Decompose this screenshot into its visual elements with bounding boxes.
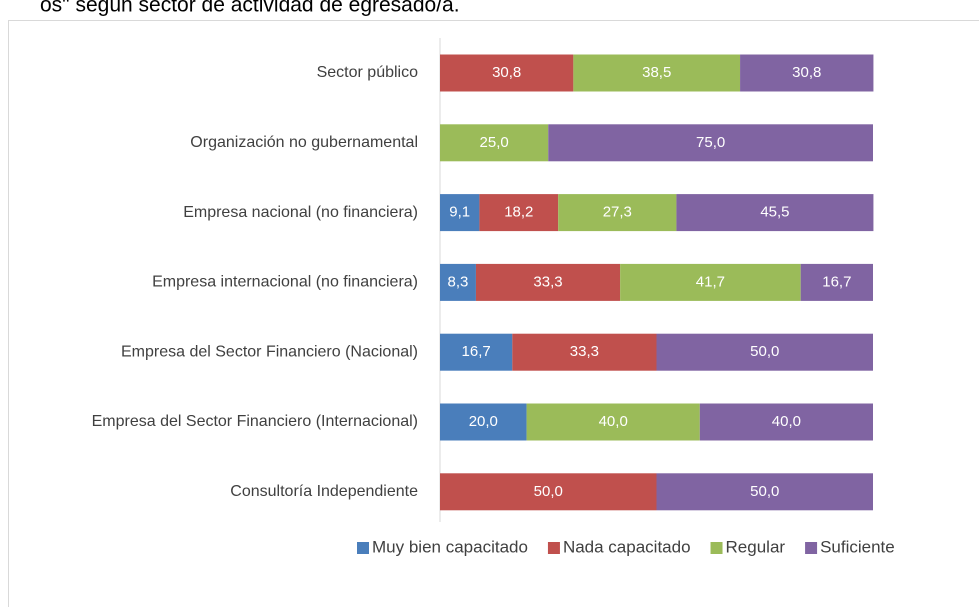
bar-segment [440,124,549,162]
value-label: 50,0 [534,483,563,500]
value-label: 30,8 [492,64,521,81]
legend-label: Regular [726,537,786,556]
legend-label: Suficiente [820,537,895,556]
bar-segment [800,263,873,301]
category-label: Empresa del Sector Financiero (Internaci… [92,413,418,430]
legend-swatch [805,542,818,554]
bar-segment [526,403,700,441]
bar-segment [656,473,873,511]
value-label: 16,7 [822,273,851,290]
legend-swatch [710,542,723,554]
bar-segment [440,194,480,232]
category-label: Empresa del Sector Financiero (Nacional) [121,343,418,360]
bar-segment [573,54,741,92]
value-label: 38,5 [642,64,671,81]
legend-swatch [547,542,560,554]
category-label: Consultoría Independiente [230,483,418,500]
category-label: Organización no gubernamental [190,134,418,151]
value-label: 16,7 [462,343,491,360]
value-label: 25,0 [480,134,509,151]
value-label: 41,7 [696,273,725,290]
legend-swatch [357,542,369,554]
value-label: 50,0 [750,343,779,360]
bar-segment [440,403,527,441]
bar-segment [656,333,873,371]
bar-segment [699,403,873,441]
legend-label: Muy bien capacitado [372,537,528,556]
bar-segment [440,333,513,371]
value-label: 33,3 [570,343,599,360]
bar-segment [512,333,657,371]
legend-label: Nada capacitado [563,537,691,556]
value-label: 20,0 [469,413,498,430]
category-label: Sector público [317,64,418,81]
value-label: 33,3 [533,273,562,290]
value-label: 45,5 [760,204,789,221]
value-label: 27,3 [603,204,632,221]
value-label: 8,3 [448,273,469,290]
category-label: Empresa internacional (no financiera) [152,274,418,291]
value-label: 30,8 [792,64,821,81]
value-label: 50,0 [750,483,779,500]
bar-segment [440,263,476,301]
bar-segment [740,54,874,92]
bar-segment [440,54,574,92]
bar-segment [548,124,873,162]
value-label: 9,1 [449,204,470,221]
bar-segment [676,194,874,232]
value-label: 40,0 [599,413,628,430]
chart-title: os" según sector de actividad de egresad… [40,0,460,17]
bar-segment [479,194,559,232]
value-label: 40,0 [772,413,801,430]
bar-segment [620,263,801,301]
chart-frame [8,20,979,607]
bar-segment [475,263,621,301]
value-label: 75,0 [696,134,725,151]
bar-segment [558,194,677,232]
value-label: 18,2 [504,204,533,221]
bar-segment [440,473,657,511]
category-label: Empresa nacional (no financiera) [183,204,418,221]
